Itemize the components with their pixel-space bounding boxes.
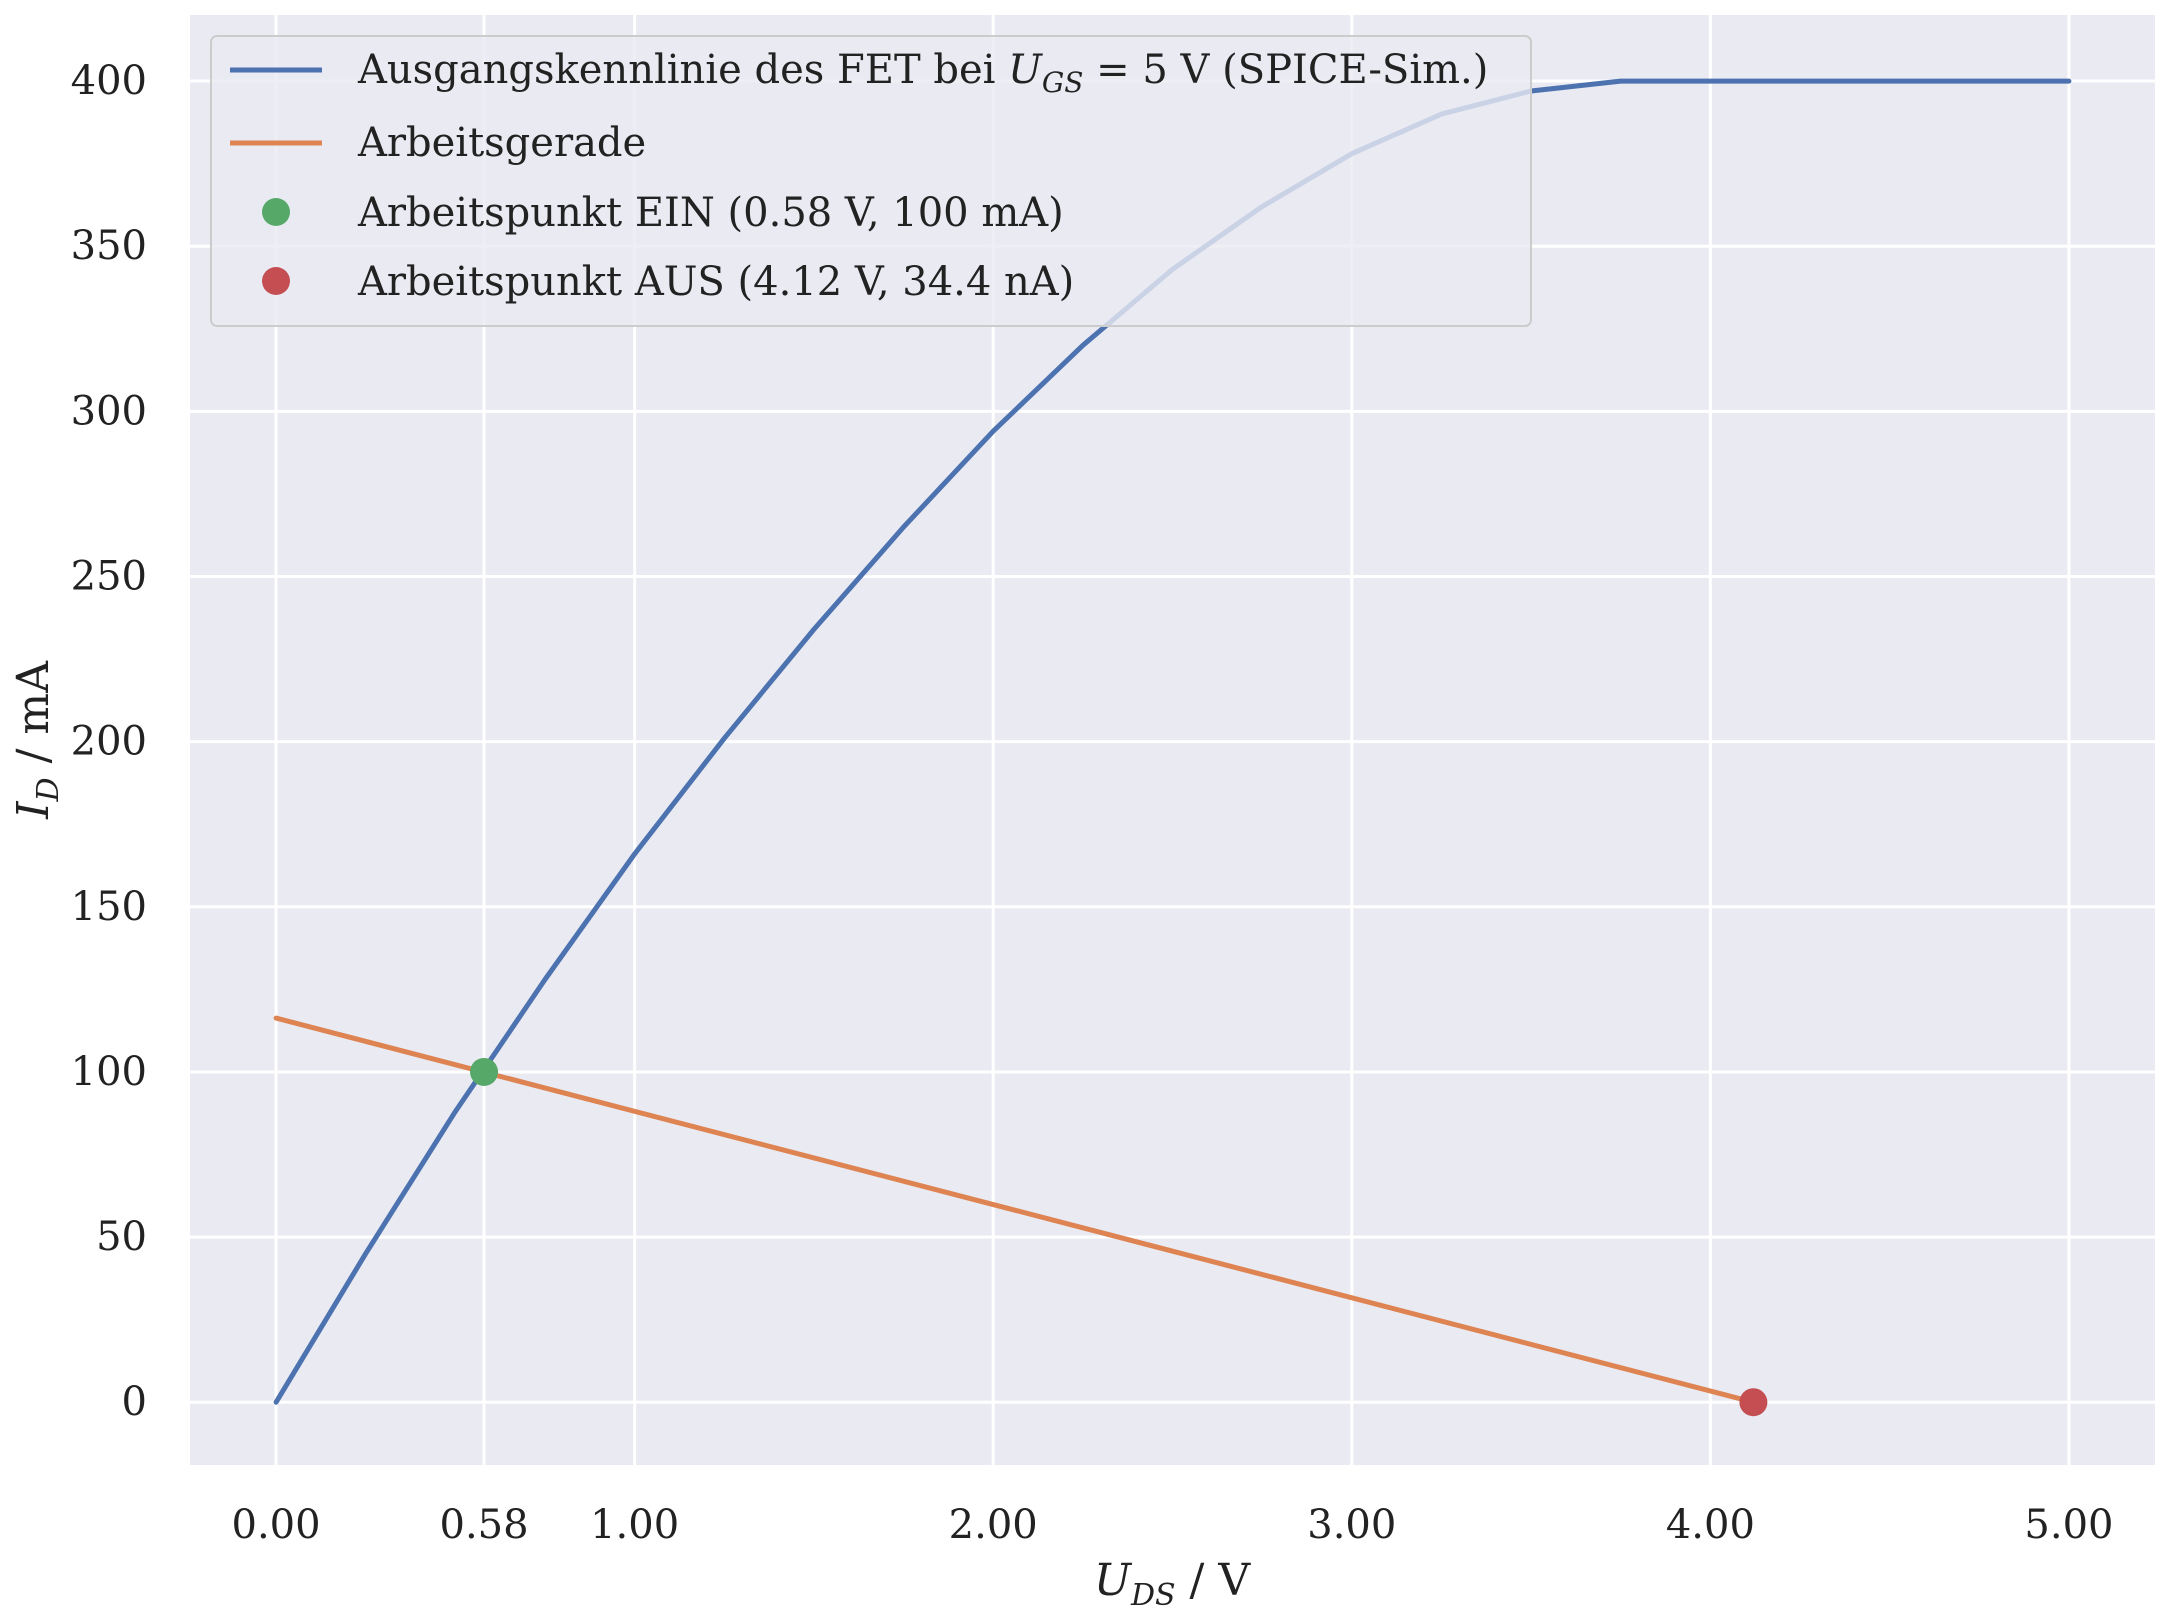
legend-label-3: Arbeitspunkt AUS (4.12 V, 34.4 nA) xyxy=(357,259,1074,305)
x-tick-label: 2.00 xyxy=(949,1502,1038,1548)
x-tick-label: 3.00 xyxy=(1307,1502,1396,1548)
x-tick-label: 5.00 xyxy=(2024,1502,2113,1548)
x-axis-unit: / V xyxy=(1176,1555,1252,1606)
legend: Ausgangskennlinie des FET bei UGS = 5 V … xyxy=(210,35,1532,327)
legend-marker-2 xyxy=(262,198,290,226)
x-tick-label: 4.00 xyxy=(1666,1502,1755,1548)
y-axis-sub: D xyxy=(31,777,66,802)
y-tick-label: 400 xyxy=(71,58,147,104)
y-tick-label: 100 xyxy=(71,1049,147,1095)
y-axis-var: I xyxy=(8,800,59,820)
y-tick-labels: 0 50 100 150 200 250 300 350 400 xyxy=(71,58,147,1425)
x-axis-var: U xyxy=(1094,1555,1133,1606)
x-tick-labels: 0.00 0.58 1.00 2.00 3.00 4.00 5.00 xyxy=(232,1502,2114,1548)
series-point-2 xyxy=(470,1057,499,1086)
y-tick-label: 150 xyxy=(71,884,147,930)
y-tick-label: 200 xyxy=(71,719,147,765)
legend-label-0-post: = 5 V (SPICE-Sim.) xyxy=(1083,47,1488,93)
y-axis-title: ID / mA xyxy=(8,660,66,820)
x-tick-label: 0.58 xyxy=(440,1502,529,1548)
legend-label-2: Arbeitspunkt EIN (0.58 V, 100 mA) xyxy=(357,190,1064,236)
x-axis-title: UDS / V xyxy=(1094,1555,1252,1613)
legend-box xyxy=(210,35,1532,327)
legend-label-1: Arbeitsgerade xyxy=(357,120,646,166)
legend-label-0: Ausgangskennlinie des FET bei UGS = 5 V … xyxy=(357,47,1488,99)
x-tick-label: 0.00 xyxy=(232,1502,321,1548)
legend-label-0-pre: Ausgangskennlinie des FET bei xyxy=(357,47,1008,93)
legend-label-0-var: U xyxy=(1008,47,1043,93)
series-point-3 xyxy=(1739,1388,1768,1417)
y-tick-label: 250 xyxy=(71,554,147,600)
x-axis-sub: DS xyxy=(1130,1578,1176,1613)
x-tick-label: 1.00 xyxy=(590,1502,679,1548)
legend-marker-3 xyxy=(262,267,290,295)
y-tick-label: 300 xyxy=(71,388,147,434)
legend-label-0-sub: GS xyxy=(1042,66,1084,99)
series-line-1 xyxy=(273,1015,1756,1405)
y-tick-label: 350 xyxy=(71,223,147,269)
y-axis-unit: / mA xyxy=(8,660,59,778)
y-tick-label: 0 xyxy=(122,1379,147,1425)
y-tick-label: 50 xyxy=(96,1214,147,1260)
